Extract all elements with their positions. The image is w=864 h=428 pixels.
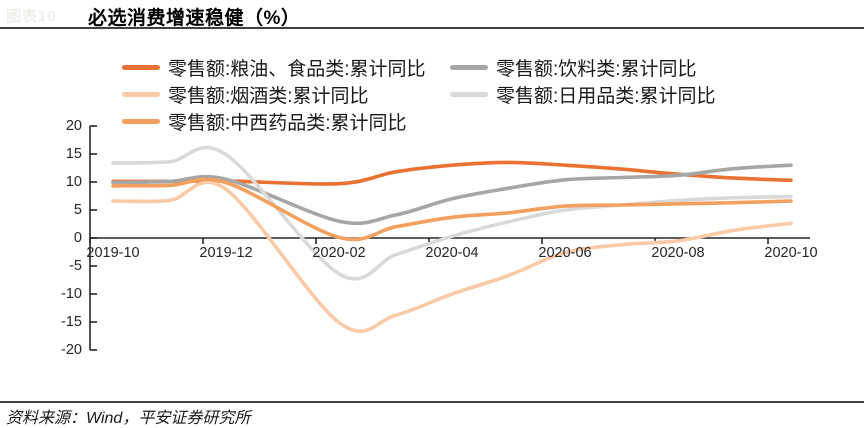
figure-number-caption: 图表10 (6, 8, 57, 25)
y-axis-tick-label: -15 (61, 314, 82, 330)
legend-item-beverages: 零售额:饮料类:累计同比 (450, 55, 716, 80)
legend-label: 零售额:饮料类:累计同比 (496, 59, 697, 80)
x-axis-tick-label: 2020-02 (312, 245, 366, 261)
title-divider (0, 27, 864, 29)
legend-swatch-beverages (450, 65, 488, 70)
x-axis-tick-label: 2019-12 (199, 245, 253, 261)
source-note: 资料来源：Wind，平安证券研究所 (6, 410, 251, 427)
legend-label: 零售额:日用品类:累计同比 (496, 86, 716, 107)
legend-label: 零售额:中西药品类:累计同比 (168, 113, 407, 134)
series-line-4 (111, 177, 793, 242)
legend-item-grain-food: 零售额:粮油、食品类:累计同比 (122, 55, 450, 80)
x-axis-tick-label: 2020-04 (425, 245, 479, 261)
legend-swatch-medicines (122, 119, 160, 124)
legend-label: 零售额:烟酒类:累计同比 (168, 86, 369, 107)
legend-swatch-tobacco-alcohol (122, 92, 160, 97)
y-axis-tick-label: 15 (65, 146, 82, 162)
y-axis-tick-label: 10 (65, 174, 82, 190)
legend-item-medicines: 零售额:中西药品类:累计同比 (122, 109, 450, 134)
y-axis-tick-label: 5 (73, 202, 82, 218)
legend-swatch-daily-necessities (450, 92, 488, 97)
chart-legend: 零售额:粮油、食品类:累计同比 零售额:饮料类:累计同比 零售额:烟酒类:累计同… (122, 55, 716, 134)
x-axis-tick-label: 2020-06 (538, 245, 592, 261)
series-line-2 (111, 180, 793, 333)
series-line-1 (111, 163, 793, 226)
y-axis-tick-label: -20 (61, 342, 82, 358)
chart-title: 必选消费增速稳健（%） (88, 8, 301, 29)
series-line-3 (111, 146, 793, 281)
legend-item-tobacco-alcohol: 零售额:烟酒类:累计同比 (122, 82, 450, 107)
x-axis-tick-label: 2019-10 (86, 245, 140, 261)
y-axis-tick-label: 20 (65, 118, 82, 134)
x-axis-tick-label: 2020-10 (764, 245, 818, 261)
y-axis-tick-label: -5 (69, 258, 82, 274)
legend-label: 零售额:粮油、食品类:累计同比 (168, 59, 426, 80)
source-divider (0, 401, 864, 403)
y-axis-tick-label: -10 (61, 286, 82, 302)
x-axis-tick-label: 2020-08 (651, 245, 705, 261)
y-axis-tick-label: 0 (73, 230, 82, 246)
legend-swatch-grain-food (122, 65, 160, 70)
legend-item-daily-necessities: 零售额:日用品类:累计同比 (450, 82, 716, 107)
